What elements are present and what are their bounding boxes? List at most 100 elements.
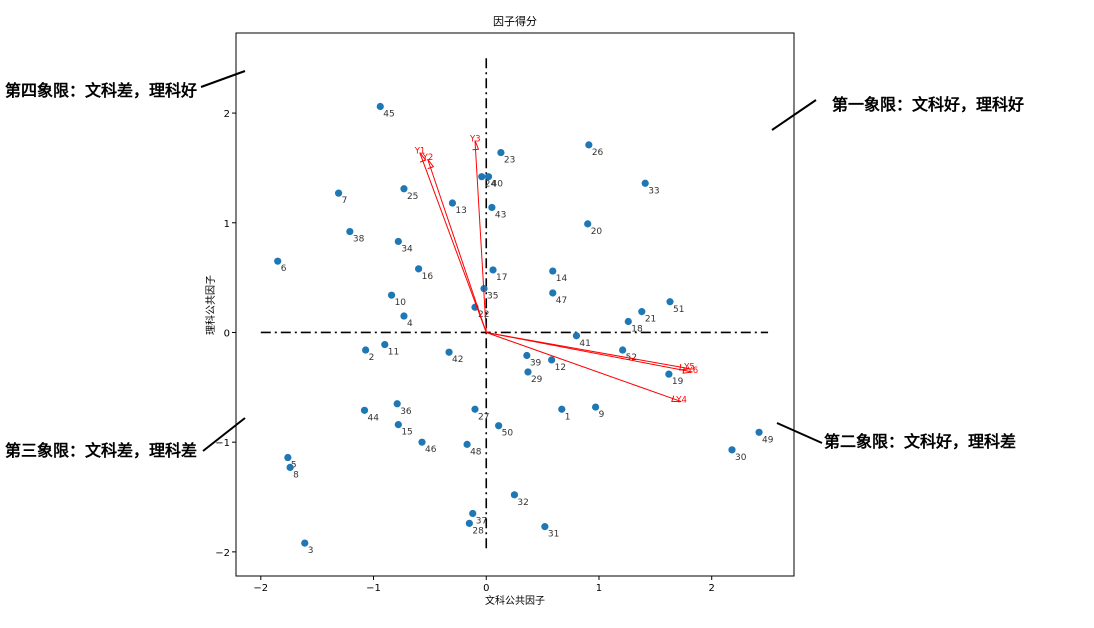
data-point-label: 14 bbox=[556, 274, 568, 284]
data-point bbox=[301, 539, 309, 547]
data-point bbox=[469, 509, 477, 518]
quadrant-2-note: 第二象限：文科好，理科差 bbox=[824, 432, 1017, 451]
vector-label: Y5 bbox=[683, 363, 695, 373]
data-point-label: 5 bbox=[291, 461, 297, 471]
data-point bbox=[465, 519, 473, 527]
data-point bbox=[497, 148, 505, 157]
data-point-label: 36 bbox=[400, 407, 412, 417]
data-point bbox=[448, 199, 457, 207]
data-point-label: 46 bbox=[425, 445, 437, 455]
data-point bbox=[286, 463, 294, 471]
data-point-label: 51 bbox=[673, 305, 684, 315]
data-point-label: 4 bbox=[407, 319, 413, 329]
vector-arrowhead bbox=[419, 152, 427, 163]
data-point-label: 23 bbox=[504, 156, 515, 166]
vector-line bbox=[474, 140, 487, 333]
data-point bbox=[381, 340, 389, 349]
data-point bbox=[549, 267, 557, 275]
data-point bbox=[415, 265, 423, 273]
data-point bbox=[592, 403, 600, 411]
pointer-q3 bbox=[202, 417, 246, 452]
data-point-label: 48 bbox=[470, 447, 482, 457]
data-point bbox=[488, 203, 496, 212]
data-point bbox=[638, 308, 646, 316]
data-point bbox=[548, 356, 556, 364]
data-point bbox=[478, 173, 486, 181]
data-point-label: 11 bbox=[388, 348, 399, 358]
data-point-label: 8 bbox=[293, 470, 299, 480]
data-point-label: 26 bbox=[592, 148, 604, 158]
data-point-label: 42 bbox=[452, 355, 463, 365]
data-point bbox=[666, 298, 674, 306]
data-point-label: 17 bbox=[496, 273, 507, 283]
pointer-q2 bbox=[776, 422, 823, 444]
data-point-label: 44 bbox=[368, 413, 380, 423]
data-point bbox=[274, 257, 282, 265]
x-tick-label: 2 bbox=[709, 583, 715, 594]
data-point-label: 20 bbox=[591, 227, 603, 237]
data-point bbox=[394, 421, 402, 429]
pointer-q1 bbox=[771, 99, 817, 131]
data-point bbox=[360, 406, 369, 414]
y-axis-label: 理科公共因子 bbox=[204, 275, 217, 335]
data-point bbox=[418, 438, 426, 446]
data-point-label: 1 bbox=[565, 412, 571, 422]
data-point-label: 31 bbox=[548, 530, 559, 540]
data-point bbox=[541, 523, 549, 531]
data-point-label: 45 bbox=[383, 109, 394, 119]
data-point-label: 24 bbox=[485, 180, 497, 190]
data-point bbox=[346, 227, 354, 236]
data-point-label: 18 bbox=[631, 325, 643, 335]
vector-arrowhead bbox=[427, 158, 435, 170]
data-point-label: 32 bbox=[517, 498, 528, 508]
vector-line bbox=[486, 332, 682, 403]
data-point-label: 21 bbox=[645, 315, 656, 325]
quadrant-4-note: 第四象限：文科差，理科好 bbox=[5, 81, 198, 100]
vector-line bbox=[419, 152, 487, 333]
data-point-label: 25 bbox=[407, 192, 418, 202]
data-point-label: 16 bbox=[422, 272, 434, 282]
vector-line bbox=[427, 158, 487, 333]
data-point-label: 37 bbox=[476, 516, 487, 526]
y-tick-label: 1 bbox=[224, 219, 230, 230]
data-point-label: 2 bbox=[369, 353, 375, 363]
data-point bbox=[755, 428, 763, 436]
data-point-label: 12 bbox=[555, 363, 566, 373]
data-point-label: 38 bbox=[353, 235, 365, 245]
data-point-label: 35 bbox=[487, 292, 498, 302]
x-axis-label: 文科公共因子 bbox=[485, 594, 545, 607]
data-point-label: 43 bbox=[495, 210, 506, 220]
data-point-label: 30 bbox=[735, 453, 747, 463]
data-point bbox=[585, 141, 593, 149]
data-point-label: 47 bbox=[556, 296, 567, 306]
vector-label: Y4 bbox=[675, 396, 687, 406]
data-point bbox=[394, 237, 402, 246]
data-point bbox=[523, 351, 531, 360]
data-point-label: 15 bbox=[401, 428, 412, 438]
data-point bbox=[495, 422, 503, 430]
data-point bbox=[549, 289, 557, 297]
data-point-label: 3 bbox=[308, 546, 314, 556]
data-point-label: 13 bbox=[455, 206, 466, 216]
data-point-label: 19 bbox=[672, 377, 684, 387]
x-tick-label: −1 bbox=[366, 583, 381, 594]
data-point bbox=[471, 405, 479, 413]
chart-title: 因子得分 bbox=[493, 15, 537, 28]
data-point bbox=[584, 220, 592, 228]
data-point-label: 6 bbox=[281, 264, 287, 274]
data-point bbox=[665, 370, 673, 378]
data-point bbox=[624, 317, 632, 326]
data-point bbox=[400, 185, 408, 193]
plot-frame bbox=[235, 32, 795, 577]
data-point bbox=[400, 312, 408, 320]
data-point-label: 10 bbox=[395, 298, 407, 308]
data-point-label: 29 bbox=[531, 375, 543, 385]
y-tick-label: −1 bbox=[215, 438, 230, 449]
x-tick-label: 0 bbox=[483, 583, 489, 594]
data-point bbox=[728, 446, 736, 454]
data-point-label: 7 bbox=[342, 196, 348, 206]
data-point-label: 39 bbox=[530, 359, 542, 369]
zero-axes bbox=[260, 58, 769, 552]
data-point-label: 49 bbox=[762, 435, 774, 445]
